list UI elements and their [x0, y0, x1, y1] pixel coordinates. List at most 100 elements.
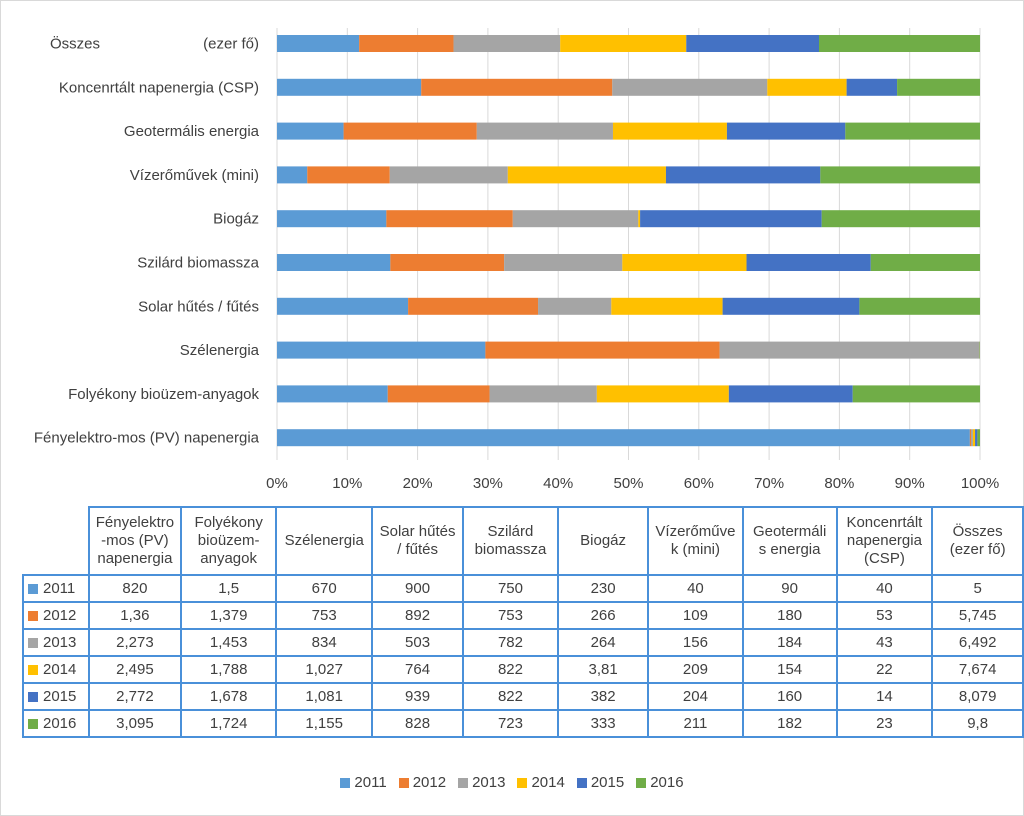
- table-cell: 764: [371, 655, 464, 684]
- table-row: 2016 3,095 1,724 1,155 828 723 333 211 182 23 9,8: [22, 709, 1024, 738]
- table-series-label: 2016: [22, 709, 90, 738]
- table-row: 2015 2,772 1,678 1,081 939 822 382 204 160 14 8,07…: [22, 682, 1024, 711]
- y-category-label: Geotermális energia: [124, 123, 260, 140]
- bar-segment-2013: [512, 210, 639, 228]
- bar-segment-2014: [972, 429, 976, 447]
- table-row: 2014 2,495 1,788 1,027 764 822 3,81 209 154 22 7,6…: [22, 655, 1024, 684]
- bar-segment-2011: [277, 122, 344, 140]
- y-category-label: Fényelektro-mos (PV) napenergia: [34, 430, 260, 447]
- series-label: 2014: [43, 660, 77, 678]
- y-category-label: Szélenergia: [180, 342, 260, 359]
- bar-segment-2011: [277, 341, 486, 359]
- table-cell: 53: [835, 601, 934, 630]
- table-cell: 1,5: [180, 574, 278, 603]
- bar-segment-2014: [560, 35, 687, 52]
- bar-segment-2016: [821, 210, 980, 228]
- table-cell: 1,453: [180, 628, 278, 657]
- y-category-label: Solar hűtés / fűtés: [138, 298, 259, 315]
- bar-segment-2014: [507, 166, 666, 184]
- x-tick-label: 40%: [543, 475, 573, 492]
- bar-segment-2011: [277, 297, 409, 315]
- y-category-label: Biogáz: [213, 211, 259, 228]
- table-series-label: 2014: [22, 655, 90, 684]
- table-row: 2012 1,36 1,379 753 892 753 266 109 180 53 5,745: [22, 601, 1024, 630]
- y-category-label-unit: (ezer fő): [203, 36, 259, 53]
- series-swatch-icon: [28, 664, 38, 675]
- table-cell: 1,678: [180, 682, 278, 711]
- table-cell: 182: [741, 709, 838, 738]
- series-label: 2011: [43, 579, 76, 597]
- table-cell: 264: [557, 628, 650, 657]
- bar-segment-2012: [390, 254, 505, 271]
- bar-segment-2011: [277, 254, 391, 271]
- bar-segment-2014: [638, 210, 641, 228]
- table-header-cell: Fényelektro -mos (PV) napenergia: [87, 506, 183, 576]
- x-tick-label: 10%: [332, 475, 362, 492]
- table-cell: 22: [835, 655, 934, 684]
- table-cell: 1,788: [180, 655, 278, 684]
- table-cell: 266: [557, 601, 650, 630]
- bar-segment-2013: [453, 35, 561, 52]
- bar-segment-2016: [820, 166, 980, 184]
- bar-segment-2012: [421, 78, 613, 96]
- table-series-label: 2011: [22, 574, 90, 603]
- table-header-cell: Összes (ezer fő): [931, 506, 1024, 576]
- bar-segment-2013: [504, 254, 623, 271]
- bar-segment-2016: [870, 254, 980, 271]
- table-cell: 1,027: [275, 655, 374, 684]
- legend-label: 2011: [354, 774, 387, 791]
- bar-segment-2014: [767, 78, 847, 96]
- bar-segment-2013: [489, 385, 597, 403]
- data-table: Fényelektro -mos (PV) napenergia Folyékony b…: [22, 506, 1024, 738]
- table-cell: 900: [371, 574, 464, 603]
- table-cell: 753: [275, 601, 374, 630]
- bar-segment-2011: [277, 35, 360, 52]
- bar-segment-2013: [971, 429, 973, 447]
- bar-segment-2012: [485, 341, 720, 359]
- bar-segment-2014: [622, 254, 747, 271]
- bar-segment-2012: [386, 210, 513, 228]
- bar-segment-2014: [612, 122, 727, 140]
- table-cell: 109: [647, 601, 744, 630]
- legend-swatch-icon: [576, 778, 587, 789]
- bar-segment-2011: [277, 429, 970, 447]
- bar-segment-2015: [722, 297, 860, 315]
- bar-segment-2016: [818, 35, 980, 52]
- legend-label: 2014: [531, 774, 565, 791]
- table-cell: 939: [371, 682, 464, 711]
- legend-swatch-icon: [636, 778, 647, 789]
- legend-swatch-icon: [517, 778, 528, 789]
- series-swatch-icon: [28, 637, 38, 648]
- x-tick-label: 90%: [895, 475, 925, 492]
- x-tick-label: 0%: [266, 475, 288, 492]
- series-swatch-icon: [28, 691, 38, 702]
- x-tick-label: 70%: [754, 475, 784, 492]
- table-cell: 6,492: [931, 628, 1024, 657]
- bar-segment-2016: [977, 429, 980, 447]
- table-cell: 834: [275, 628, 374, 657]
- table-cell: 90: [741, 574, 838, 603]
- table-cell: 5: [931, 574, 1024, 603]
- table-cell: 211: [647, 709, 744, 738]
- table-cell: 9,8: [931, 709, 1024, 738]
- bar-segment-2012: [307, 166, 390, 184]
- bar-segment-2015: [728, 385, 853, 403]
- table-cell: 23: [835, 709, 934, 738]
- legend-label: 2016: [650, 774, 684, 791]
- table-header-cell: Vízerőműve k (mini): [647, 506, 744, 576]
- table-series-label: 2012: [22, 601, 90, 630]
- x-tick-label: 50%: [613, 475, 643, 492]
- bar-segment-2012: [408, 297, 539, 315]
- legend-label: 2013: [472, 774, 506, 791]
- table-cell: 14: [835, 682, 934, 711]
- table-cell: 156: [647, 628, 744, 657]
- table-cell: 782: [461, 628, 560, 657]
- y-category-label: Szilárd biomassza: [137, 255, 259, 272]
- table-header-cell: Solar hűtés / fűtés: [371, 506, 464, 576]
- bar-segment-2015: [746, 254, 871, 271]
- table-cell: 822: [461, 682, 560, 711]
- legend-item-2013: 2013: [458, 774, 505, 791]
- stacked-bar-chart: 0% 10% 20% 30% 40% 50% 60% 70% 80% 90% 100% Fényele…: [34, 28, 999, 492]
- table-cell: 5,745: [931, 601, 1024, 630]
- table-cell: 40: [835, 574, 934, 603]
